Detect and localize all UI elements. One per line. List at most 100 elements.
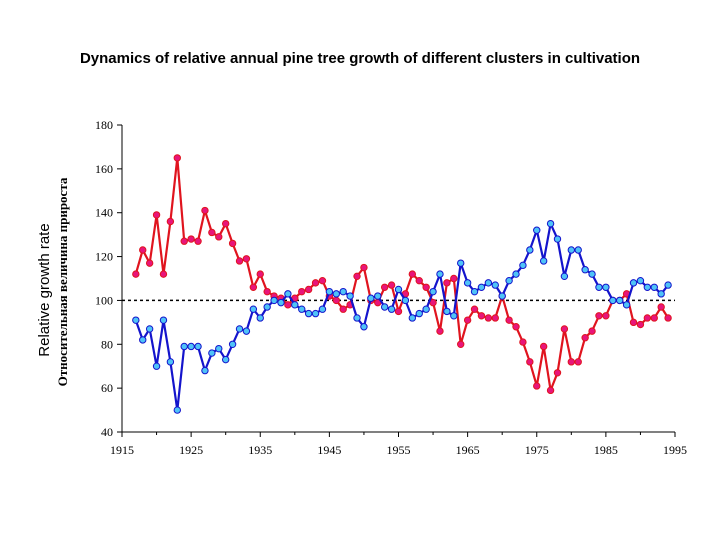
data-point [512, 323, 520, 331]
data-point [166, 217, 175, 226]
data-point [228, 239, 237, 248]
data-point [387, 305, 396, 313]
data-point [235, 325, 244, 333]
data-point [533, 226, 541, 234]
data-point [429, 287, 437, 296]
data-point [463, 279, 472, 287]
data-point [152, 211, 161, 219]
data-point [505, 276, 513, 285]
x-tick-label: 1975 [525, 443, 549, 457]
y-tick-label: 100 [95, 293, 113, 307]
data-point [215, 344, 223, 353]
y-tick-label: 160 [95, 162, 113, 176]
data-point [526, 246, 534, 254]
data-point [132, 270, 140, 278]
data-point [380, 303, 389, 311]
data-point [353, 314, 361, 322]
data-point [311, 279, 320, 287]
data-point [152, 362, 161, 370]
data-point [553, 235, 562, 243]
data-point [484, 314, 493, 322]
data-point [132, 316, 140, 324]
data-point [477, 312, 486, 320]
data-point [567, 246, 576, 254]
data-point [553, 369, 562, 377]
data-point [595, 312, 603, 320]
data-point [408, 270, 417, 278]
data-point [187, 342, 195, 351]
x-tick-label: 1985 [594, 443, 618, 457]
data-point [173, 154, 182, 162]
data-point [194, 237, 202, 245]
data-point [339, 305, 347, 313]
data-point [539, 257, 548, 265]
data-point [242, 327, 251, 335]
data-point [256, 314, 264, 322]
data-point [380, 283, 389, 291]
data-point [256, 270, 264, 278]
series-group [132, 154, 672, 414]
data-point [657, 303, 665, 311]
y-tick-label: 80 [101, 337, 113, 351]
data-point [443, 307, 451, 316]
data-point [581, 334, 589, 342]
data-point [498, 292, 506, 300]
data-point [457, 259, 465, 267]
data-point [574, 358, 582, 366]
data-point [159, 316, 168, 324]
data-point [664, 281, 672, 289]
data-point [519, 338, 527, 346]
data-point [166, 358, 175, 366]
data-point [332, 290, 340, 298]
data-point [401, 296, 410, 305]
data-point [560, 272, 569, 281]
data-point [477, 283, 486, 291]
data-point [270, 296, 278, 305]
data-point [374, 292, 382, 300]
data-point [463, 316, 472, 324]
data-point [394, 285, 403, 294]
data-point [588, 270, 596, 278]
data-point [650, 283, 658, 291]
data-point [622, 301, 631, 309]
data-point [180, 237, 188, 245]
data-point [436, 270, 444, 278]
data-point [173, 406, 182, 414]
data-point [249, 305, 258, 313]
data-point [208, 349, 216, 357]
data-point [360, 263, 368, 272]
y-tick-label: 180 [95, 118, 113, 132]
data-point [422, 305, 430, 313]
data-point [277, 298, 285, 307]
data-point [450, 312, 458, 320]
data-point [346, 292, 354, 300]
data-point [284, 301, 292, 309]
data-point [215, 233, 223, 241]
data-point [145, 259, 154, 267]
x-tick-label: 1925 [179, 443, 203, 457]
series-line [134, 222, 669, 412]
data-point [470, 287, 479, 296]
data-point [228, 340, 237, 348]
data-point [201, 206, 209, 215]
data-point [221, 355, 230, 364]
data-point [249, 283, 258, 291]
data-point [546, 219, 555, 228]
data-point [408, 314, 417, 322]
data-point [491, 281, 499, 289]
data-point [318, 276, 327, 285]
data-point [484, 279, 493, 287]
data-point [636, 320, 645, 329]
series-line [134, 156, 670, 392]
data-point [298, 305, 306, 313]
chart-title: Dynamics of relative annual pine tree gr… [79, 50, 641, 67]
data-point [629, 279, 638, 287]
data-point [629, 318, 638, 327]
data-point [367, 294, 375, 302]
data-point [650, 314, 658, 322]
data-point [602, 312, 610, 320]
data-point [353, 272, 361, 281]
data-point [304, 285, 313, 294]
data-point [491, 314, 499, 322]
